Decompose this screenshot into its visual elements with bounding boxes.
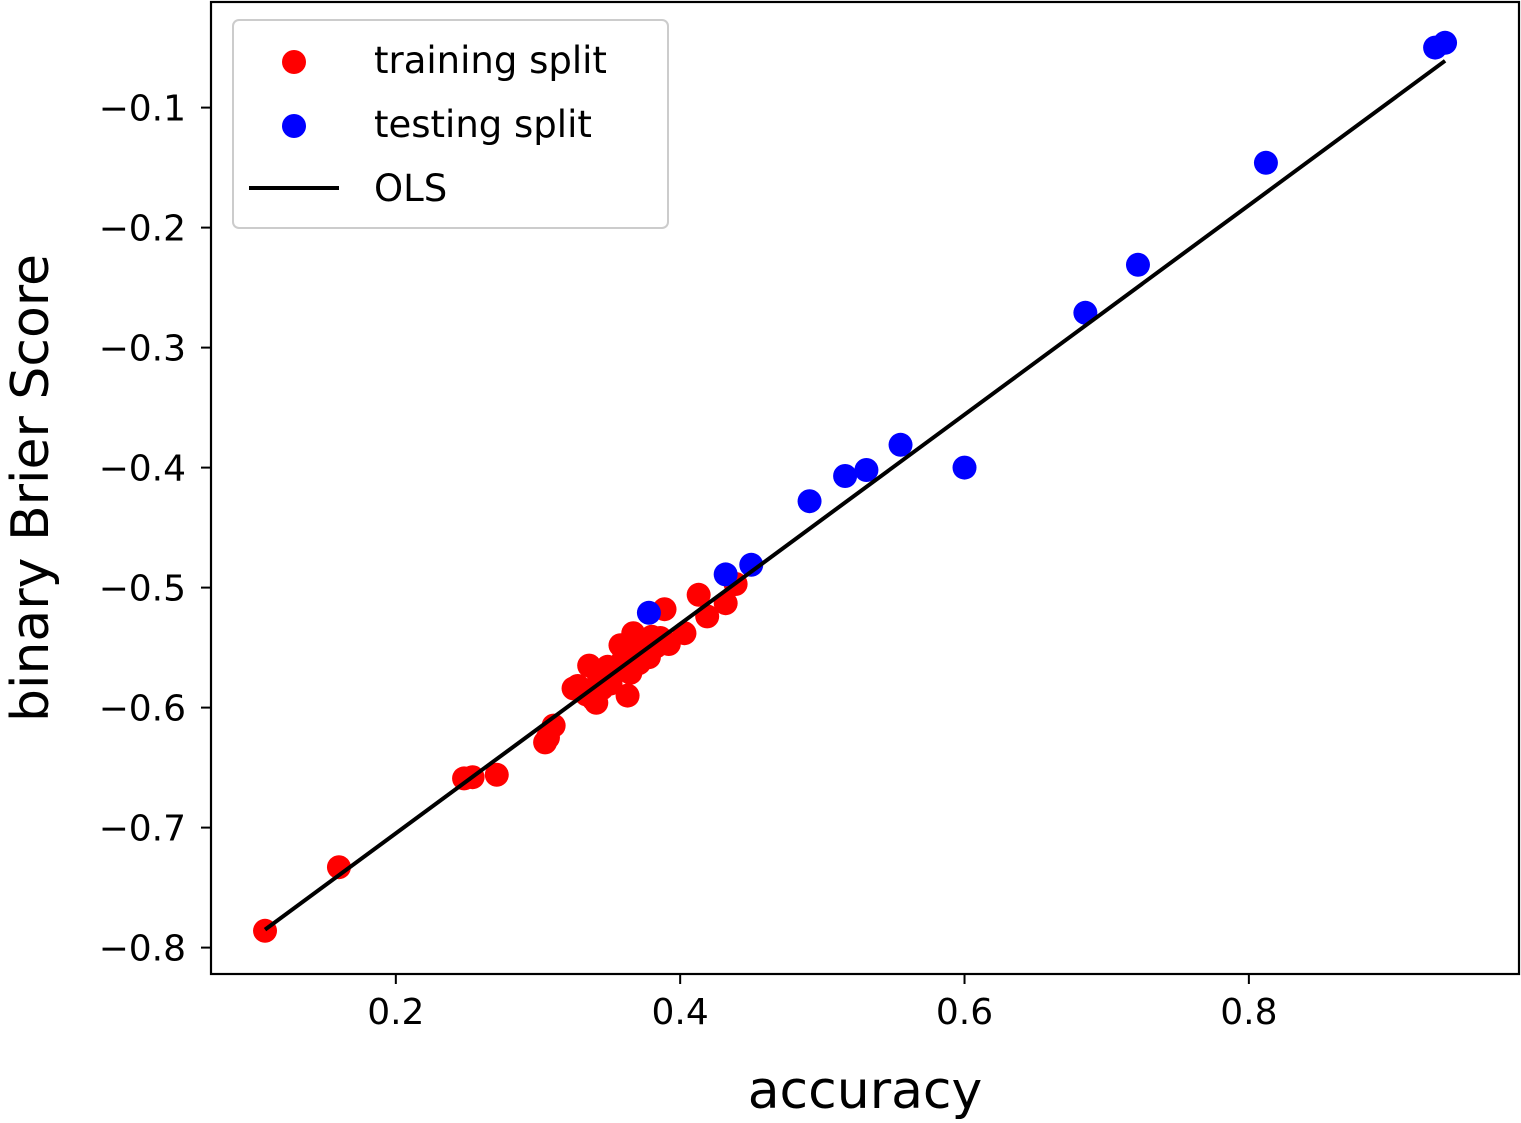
legend-label-testing-split: testing split xyxy=(374,103,592,146)
legend-marker-testing-split xyxy=(282,114,306,138)
y-tick-label: −0.4 xyxy=(99,449,186,490)
legend-label-ols: OLS xyxy=(374,167,447,210)
x-tick-label: 0.8 xyxy=(1220,992,1277,1033)
x-axis-ticks: 0.2 0.4 0.6 0.8 xyxy=(367,974,1278,1033)
x-axis-title: accuracy xyxy=(748,1061,983,1121)
y-tick-label: −0.1 xyxy=(99,89,186,130)
testing-split-point xyxy=(797,489,822,514)
y-tick-label: −0.7 xyxy=(99,809,186,850)
y-tick-label: −0.5 xyxy=(99,569,186,610)
testing-split-point xyxy=(1433,30,1458,55)
legend-frame xyxy=(232,19,669,229)
testing-split-point xyxy=(1125,252,1150,277)
testing-split-point xyxy=(888,432,913,457)
x-tick-label: 0.4 xyxy=(652,992,709,1033)
y-axis-title: binary Brier Score xyxy=(1,254,61,722)
testing-split-point xyxy=(833,464,858,488)
series-testing-split xyxy=(636,30,1458,625)
training-split-point xyxy=(615,683,640,708)
training-split-point xyxy=(484,762,509,787)
ols-line xyxy=(263,59,1447,932)
testing-split-point xyxy=(636,600,661,625)
plot-area-frame xyxy=(209,0,1521,976)
legend-marker-training-split xyxy=(282,50,306,74)
y-tick-label: −0.2 xyxy=(99,209,186,250)
testing-split-point xyxy=(854,458,879,482)
legend-label-training-split: training split xyxy=(374,39,607,82)
testing-split-point xyxy=(713,562,738,587)
x-tick-label: 0.2 xyxy=(367,992,424,1033)
y-tick-label: −0.8 xyxy=(99,929,186,970)
y-tick-label: −0.6 xyxy=(99,689,186,730)
legend: training split testing split OLS xyxy=(232,19,669,229)
ols-line-layer xyxy=(263,59,1447,932)
testing-split-point xyxy=(1253,150,1278,175)
training-split-point xyxy=(686,582,711,607)
testing-split-point xyxy=(739,552,764,577)
x-tick-label: 0.6 xyxy=(936,992,993,1033)
y-axis-ticks: −0.1 −0.2 −0.3 −0.4 −0.5 −0.6 −0.7 −0.8 xyxy=(99,89,211,970)
y-tick-label: −0.3 xyxy=(99,329,186,370)
testing-split-point xyxy=(952,455,977,480)
